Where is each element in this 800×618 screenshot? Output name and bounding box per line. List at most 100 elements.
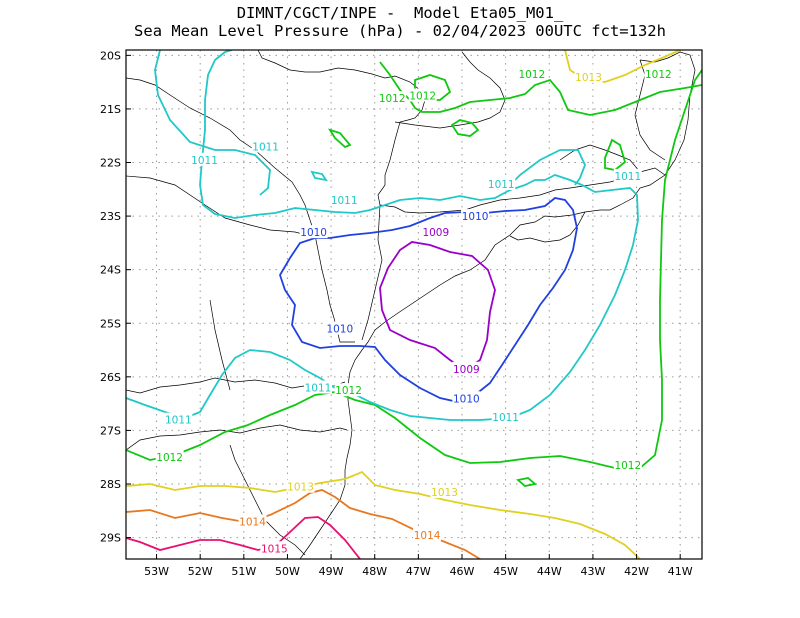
contour-label-1011: 1011 [304, 380, 332, 395]
isobar-1012-loop-e [516, 477, 537, 487]
contour-label-bg [613, 168, 642, 182]
contour-label-1014: 1014 [413, 527, 442, 542]
y-tick-label: 22S [100, 157, 121, 170]
contour-label-1013: 1013 [286, 479, 315, 494]
contour-label-bg [286, 479, 315, 493]
contour-label-text: 1011 [305, 383, 332, 395]
contour-label-text: 1012 [156, 452, 183, 464]
isobar-1012-north [379, 61, 702, 116]
contour-label-text: 1009 [453, 364, 480, 376]
contour-label-1009: 1009 [421, 225, 450, 239]
contour-label-bg [430, 485, 459, 499]
contour-label-1012: 1012 [408, 88, 437, 103]
contour-label-text: 1013 [575, 72, 602, 84]
y-tick-label: 24S [100, 264, 121, 277]
contour-label-bg [304, 380, 332, 394]
contour-label-1012: 1012 [613, 458, 642, 472]
contour-label-bg [190, 152, 219, 166]
y-tick-label: 25S [100, 317, 121, 330]
contour-label-bg [574, 69, 603, 83]
contour-label-1010: 1010 [299, 225, 328, 239]
contour-label-bg [644, 67, 673, 81]
contour-label-1011: 1011 [164, 412, 193, 427]
contour-label-1015: 1015 [260, 541, 289, 555]
contour-label-text: 1010 [326, 324, 353, 336]
contour-label-bg [613, 458, 642, 472]
contour-label-text: 1012 [518, 69, 545, 81]
contour-label-1012: 1012 [334, 383, 363, 397]
contour-label-text: 1013 [431, 487, 458, 499]
title-line-1: DIMNT/CGCT/INPE - Model Eta05_M01_ [236, 4, 564, 22]
y-tick-label: 27S [100, 424, 121, 437]
contour-label-bg [452, 361, 481, 375]
contour-label-1011: 1011 [487, 176, 516, 191]
contour-label-bg [378, 91, 407, 105]
contour-label-text: 1011 [331, 195, 358, 207]
contour-label-text: 1012 [335, 385, 362, 397]
isobar-1011-mid [154, 50, 271, 196]
contour-label-bg [260, 541, 289, 555]
contour-label-1011: 1011 [491, 410, 520, 424]
x-tick-label: 44W [537, 565, 562, 578]
x-tick-label: 52W [188, 565, 213, 578]
contour-label-bg [421, 225, 450, 239]
contour-label-text: 1011 [488, 179, 515, 191]
contour-label-bg [334, 383, 363, 397]
x-tick-label: 41W [668, 565, 693, 578]
contour-label-bg [325, 321, 354, 335]
contour-label-text: 1012 [379, 93, 406, 105]
contour-label-1011: 1011 [190, 152, 219, 167]
contour-label-bg [487, 176, 516, 190]
contour-label-text: 1010 [462, 211, 489, 223]
y-tick-label: 23S [100, 210, 121, 223]
x-tick-label: 53W [144, 565, 169, 578]
contour-label-bg [413, 527, 442, 541]
isobar-1015 [126, 516, 361, 559]
isobar-1014 [126, 489, 481, 559]
contour-label-text: 1012 [409, 91, 436, 103]
isobar-1009 [379, 241, 496, 372]
isobar-1011-west [126, 50, 639, 421]
isobar-1013-north [564, 50, 681, 83]
contour-label-text: 1010 [300, 227, 327, 239]
contour-label-bg [155, 450, 184, 464]
y-tick-label: 28S [100, 478, 121, 491]
contour-label-bg [408, 88, 437, 102]
contour-label-text: 1015 [261, 543, 288, 555]
contour-label-bg [299, 225, 328, 239]
y-tick-label: 20S [100, 49, 121, 62]
contour-label-bg [491, 410, 520, 424]
contour-label-text: 1012 [645, 69, 672, 81]
contour-label-1011: 1011 [613, 168, 642, 183]
contour-label-text: 1010 [453, 393, 480, 405]
y-tick-label: 26S [100, 371, 121, 384]
contour-label-1011: 1011 [251, 139, 280, 153]
isobar-1012-loop-b [450, 119, 480, 137]
gridlines [126, 50, 702, 559]
contour-label-text: 1011 [492, 412, 519, 424]
x-tick-label: 49W [319, 565, 344, 578]
contour-label-1010: 1010 [461, 209, 490, 223]
contour-label-1012: 1012 [644, 67, 673, 81]
x-tick-label: 51W [231, 565, 256, 578]
isobar-1013-south [126, 470, 641, 559]
contour-label-1011: 1011 [330, 193, 359, 207]
contour-label-bg [452, 391, 481, 405]
isobar-1011-east [504, 149, 586, 191]
contour-label-text: 1011 [165, 415, 192, 427]
y-tick-label: 29S [100, 532, 121, 545]
contour-label-text: 1009 [422, 227, 449, 239]
contour-labels: 1009 1009 1010 1010 1010 1010 1011 1011 1011 1011… [155, 67, 673, 555]
axes: 53W 52W 51W 50W 49W 48W 47W 46W 45W 44W 43W 42W 41W 2… [100, 49, 693, 578]
contour-label-bg [461, 209, 490, 223]
contour-label-1014: 1014 [238, 514, 267, 528]
x-tick-label: 50W [275, 565, 300, 578]
contour-label-text: 1011 [614, 171, 641, 183]
contour-label-1010: 1010 [452, 391, 481, 405]
x-tick-label: 46W [450, 565, 475, 578]
y-tick-label: 21S [100, 103, 121, 116]
isobar-1012-south [126, 69, 702, 469]
isobar-1012-loop-d [604, 138, 627, 171]
contour-label-text: 1014 [414, 530, 441, 542]
